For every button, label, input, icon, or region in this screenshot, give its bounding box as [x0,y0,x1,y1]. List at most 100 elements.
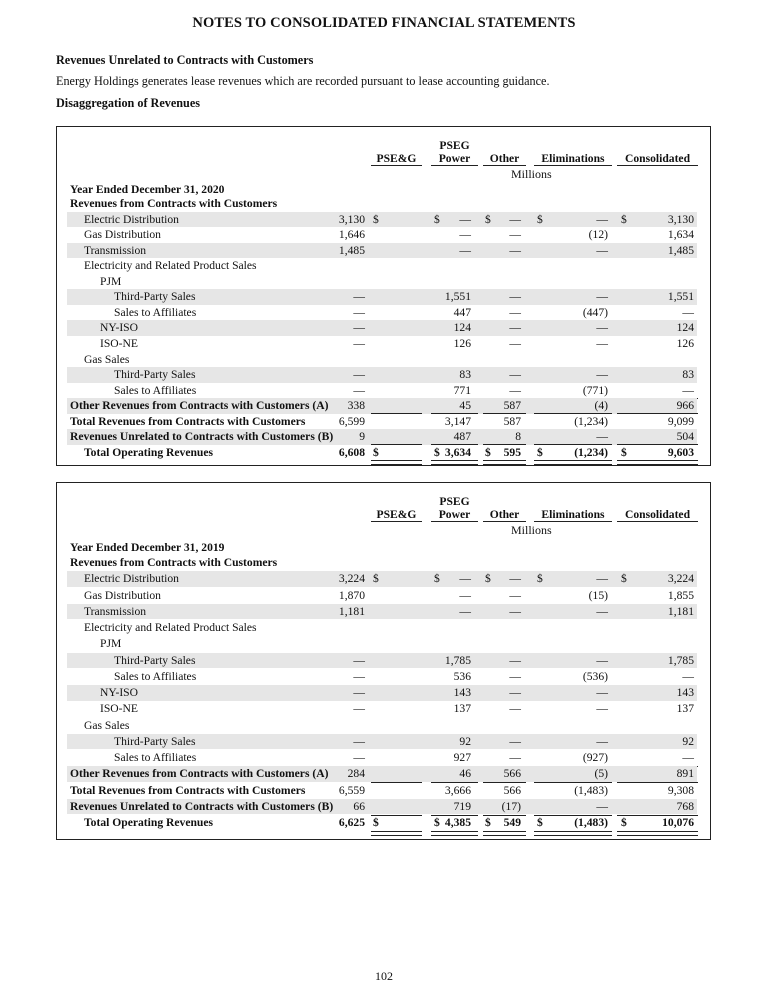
table-cell: — [596,368,608,382]
table-cell: 4,385 [444,816,471,829]
dollar-sign: $ [434,445,440,459]
column-header-cons: Consolidated [624,508,691,521]
table-row: PJM [67,636,697,652]
row-label: Total Operating Revenues [84,816,214,829]
column-header-rule [371,165,422,166]
table-row: ISO-NE — 137 — — 137 [67,701,697,717]
table-cell: — [353,321,365,335]
column-header-elim: Eliminations [541,152,605,165]
row-label: Electric Distribution [84,212,179,226]
row-label: Electricity and Related Product Sales [84,621,257,634]
table-cell: — [509,604,521,618]
table-cell: 338 [347,399,365,413]
dollar-sign: $ [434,816,440,829]
table-row: PJM [67,274,697,290]
table-cell: — [596,430,608,444]
table-cell: (1,234) [574,414,608,428]
row-label: PJM [100,274,122,288]
table-row: Gas Distribution 1,646 — — (12) 1,634 [67,227,697,243]
table-row: Electricity and Related Product Sales [67,258,697,274]
table-cell: 9,099 [667,414,694,428]
subtotal-rule [483,782,526,783]
table-row: Third-Party Sales — 83 — — 83 [67,367,697,383]
table-cell: 3,634 [444,445,471,459]
table-cell: 966 [676,399,694,413]
table-cell: — [682,669,694,683]
dollar-sign: $ [621,445,627,459]
section-heading: Revenues Unrelated to Contracts with Cus… [56,53,314,67]
table-row: Other Revenues from Contracts with Custo… [67,398,697,414]
row-label: Electric Distribution [84,572,179,586]
table-cell: — [509,653,521,667]
table-cell: 9,308 [667,783,694,797]
table-cell: 126 [453,336,471,350]
column-header-other: Other [489,508,520,521]
table-cell: — [459,604,471,618]
table-row: Transmission 1,485 — — — 1,485 [67,242,697,259]
units-label: Millions [511,523,552,537]
row-label: NY-ISO [100,321,139,335]
total-double-rule [431,831,478,837]
table-row: Revenues Unrelated to Contracts with Cus… [67,429,697,445]
total-rule-top [371,814,422,816]
table-cell: — [509,305,521,319]
table-cell: 587 [503,399,521,413]
table-cell: 92 [459,734,471,748]
dollar-sign: $ [373,212,379,226]
dollar-sign: $ [485,212,491,226]
table-cell: — [596,290,608,304]
table-cell: (4) [594,399,608,413]
table-cell: 83 [682,368,694,382]
table-cell: 83 [459,368,471,382]
table-cell: — [509,751,521,764]
table-cell: 447 [453,305,471,319]
table-cell: — [596,799,608,813]
total-rule-top [483,814,526,816]
table-cell: — [596,604,608,618]
table-cell: 6,608 [338,445,365,459]
subtotal-rule [617,782,698,783]
table-cell: — [509,588,521,602]
subsection-heading: Disaggregation of Revenues [56,96,200,110]
table-cell: (927) [582,751,608,764]
table-row: Revenues from Contracts with Customers [67,196,697,212]
table-cell: 3,666 [444,783,471,797]
total-double-rule [483,460,526,466]
column-header-rule [483,165,526,166]
table-row: Third-Party Sales — 1,785 — — 1,785 [67,652,697,668]
table-cell: 10,076 [662,816,694,829]
column-header-rule [371,521,422,522]
row-label: Third-Party Sales [114,653,196,667]
row-label: Third-Party Sales [114,290,196,304]
column-header-cons: Consolidated [624,152,691,165]
revenue-table-2019: PSE&G PSEG Power Other Eliminations Consolida… [56,482,711,840]
table-cell: — [596,734,608,748]
table-cell: (447) [582,305,608,319]
column-header-power_line1: PSEG [439,139,470,152]
table-cell: 1,646 [338,228,365,242]
row-label: Sales to Affiliates [114,383,197,397]
table-row: Third-Party Sales — 1,551 — — 1,551 [67,289,697,305]
row-label: NY-ISO [100,686,139,699]
table-row: Gas Distribution 1,870 — — (15) 1,855 [67,588,697,604]
total-rule-top [534,814,612,816]
table-cell: 3,224 [338,572,365,586]
table-row: Sales to Affiliates — 536 — (536) — [67,669,697,685]
table-cell: — [509,572,521,586]
row-label: Other Revenues from Contracts with Custo… [70,399,329,413]
table-cell: — [509,702,521,716]
table-cell: (536) [582,669,608,683]
table-cell: 1,181 [338,604,365,618]
column-header-rule [617,165,698,166]
table-row: Revenues from Contracts with Customers [67,555,697,571]
table-cell: (1,234) [574,445,608,459]
table-cell: — [682,305,694,319]
table-row: Gas Sales [67,352,697,368]
table-cell: — [459,572,471,586]
table-cell: 771 [453,383,471,397]
row-label: Sales to Affiliates [114,751,197,764]
subtotal-rule [534,782,612,783]
year-label: Year Ended December 31, 2020 [67,182,697,198]
year-label-text: Year Ended December 31, 2020 [70,183,225,196]
table-cell: — [459,588,471,602]
